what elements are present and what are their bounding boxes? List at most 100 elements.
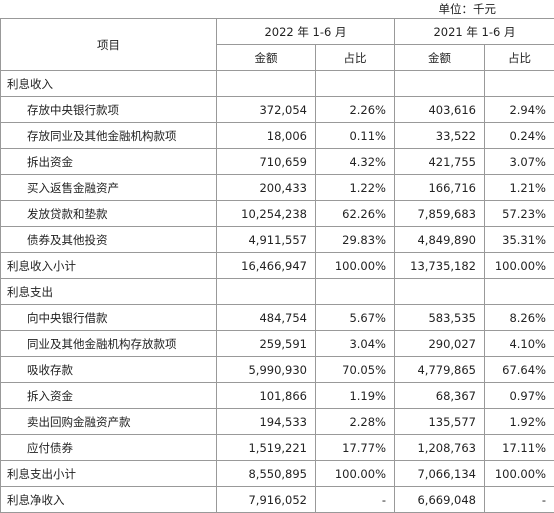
cell: 35.31% [485,227,554,253]
cell: 372,054 [217,97,316,123]
cell: 0.97% [485,383,554,409]
cell: 68,367 [395,383,485,409]
cell: 290,027 [395,331,485,357]
row-label: 发放贷款和垫款 [1,201,217,227]
cell: 1.22% [316,175,395,201]
column-header: 金额 [217,45,316,71]
cell: 1,208,763 [395,435,485,461]
cell [316,71,395,97]
row-label: 存放同业及其他金融机构款项 [1,123,217,149]
cell: 7,066,134 [395,461,485,487]
cell: 1,519,221 [217,435,316,461]
cell: 0.11% [316,123,395,149]
table-row: 利息收入 [1,71,554,97]
cell: 67.64% [485,357,554,383]
cell [485,279,554,305]
cell: 7,859,683 [395,201,485,227]
cell: 100.00% [316,461,395,487]
row-label: 利息净收入 [1,487,217,513]
item-header: 项目 [1,19,217,71]
cell: 4.32% [316,149,395,175]
cell [395,279,485,305]
table-row: 利息支出 [1,279,554,305]
period-header: 2022 年 1-6 月 [217,19,395,45]
row-label: 卖出回购金融资产款 [1,409,217,435]
cell: 0.24% [485,123,554,149]
cell: 100.00% [485,253,554,279]
row-label: 利息收入 [1,71,217,97]
cell: 583,535 [395,305,485,331]
cell: 135,577 [395,409,485,435]
cell: 7,916,052 [217,487,316,513]
cell: 101,866 [217,383,316,409]
cell: 3.07% [485,149,554,175]
cell: 8.26% [485,305,554,331]
cell: 17.11% [485,435,554,461]
cell: 4,911,557 [217,227,316,253]
row-label: 买入返售金融资产 [1,175,217,201]
cell: 1.19% [316,383,395,409]
income-table: 项目 2022 年 1-6 月 2021 年 1-6 月 金额 占比 金额 占比… [0,18,554,513]
row-label: 利息支出 [1,279,217,305]
cell: 4.10% [485,331,554,357]
row-label: 利息支出小计 [1,461,217,487]
cell [395,71,485,97]
cell: 13,735,182 [395,253,485,279]
cell: 1.92% [485,409,554,435]
cell: 5,990,930 [217,357,316,383]
cell [217,71,316,97]
cell: 18,006 [217,123,316,149]
cell: - [316,487,395,513]
cell: 2.26% [316,97,395,123]
row-label: 向中央银行借款 [1,305,217,331]
column-header: 占比 [316,45,395,71]
row-label: 同业及其他金融机构存放款项 [1,331,217,357]
cell: - [485,487,554,513]
table-header: 项目 2022 年 1-6 月 2021 年 1-6 月 金额 占比 金额 占比 [1,19,554,71]
cell: 8,550,895 [217,461,316,487]
cell: 29.83% [316,227,395,253]
cell: 100.00% [485,461,554,487]
cell: 10,254,238 [217,201,316,227]
cell: 259,591 [217,331,316,357]
row-label: 债券及其他投资 [1,227,217,253]
row-label: 存放中央银行款项 [1,97,217,123]
column-header: 金额 [395,45,485,71]
cell: 62.26% [316,201,395,227]
cell: 70.05% [316,357,395,383]
column-header: 占比 [485,45,554,71]
cell: 33,522 [395,123,485,149]
cell: 484,754 [217,305,316,331]
cell: 2.94% [485,97,554,123]
cell [217,279,316,305]
row-label: 吸收存款 [1,357,217,383]
cell: 2.28% [316,409,395,435]
row-label: 应付债券 [1,435,217,461]
cell: 4,849,890 [395,227,485,253]
cell: 6,669,048 [395,487,485,513]
cell: 5.67% [316,305,395,331]
cell: 194,533 [217,409,316,435]
row-label: 拆入资金 [1,383,217,409]
cell: 3.04% [316,331,395,357]
cell: 421,755 [395,149,485,175]
cell: 1.21% [485,175,554,201]
cell: 17.77% [316,435,395,461]
